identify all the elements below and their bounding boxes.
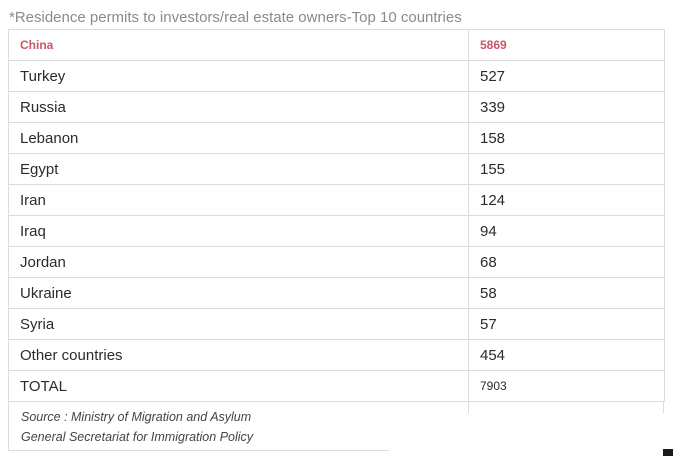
table-row-total: TOTAL 7903 — [8, 370, 665, 402]
value-cell: 454 — [468, 339, 665, 371]
table-row: Jordan 68 — [8, 246, 665, 278]
table-border-stub — [468, 401, 664, 413]
table-row: Ukraine 58 — [8, 277, 665, 309]
country-cell: Iraq — [8, 215, 469, 247]
value-cell: 5869 — [468, 29, 665, 61]
table-row: Lebanon 158 — [8, 122, 665, 154]
table-row: Egypt 155 — [8, 153, 665, 185]
corner-mark — [663, 449, 673, 456]
total-label-cell: TOTAL — [8, 370, 469, 402]
source-line-secretariat: General Secretariat for Immigration Poli… — [21, 430, 254, 444]
table-row: Syria 57 — [8, 308, 665, 340]
value-cell: 68 — [468, 246, 665, 278]
value-cell: 58 — [468, 277, 665, 309]
country-cell: Jordan — [8, 246, 469, 278]
residence-permits-table: China 5869 Turkey 527 Russia 339 Lebanon… — [8, 29, 665, 402]
table-row: Russia 339 — [8, 91, 665, 123]
total-value-cell: 7903 — [468, 370, 665, 402]
table-row: Turkey 527 — [8, 60, 665, 92]
country-cell: Syria — [8, 308, 469, 340]
value-cell: 155 — [468, 153, 665, 185]
country-cell: Turkey — [8, 60, 469, 92]
value-cell: 158 — [468, 122, 665, 154]
country-cell: Other countries — [8, 339, 469, 371]
country-cell: Iran — [8, 184, 469, 216]
value-cell: 339 — [468, 91, 665, 123]
source-line-ministry: Source : Ministry of Migration and Asylu… — [21, 410, 252, 424]
source-note: Source : Ministry of Migration and Asylu… — [8, 401, 389, 451]
table-row-header: China 5869 — [8, 29, 665, 61]
value-cell: 124 — [468, 184, 665, 216]
country-cell: Ukraine — [8, 277, 469, 309]
value-cell: 57 — [468, 308, 665, 340]
country-cell: Egypt — [8, 153, 469, 185]
table-row: Iraq 94 — [8, 215, 665, 247]
table-row: Other countries 454 — [8, 339, 665, 371]
country-cell: Lebanon — [8, 122, 469, 154]
table-row: Iran 124 — [8, 184, 665, 216]
value-cell: 527 — [468, 60, 665, 92]
value-cell: 94 — [468, 215, 665, 247]
table-caption: *Residence permits to investors/real est… — [9, 9, 462, 26]
country-cell: Russia — [8, 91, 469, 123]
country-cell: China — [8, 29, 469, 61]
